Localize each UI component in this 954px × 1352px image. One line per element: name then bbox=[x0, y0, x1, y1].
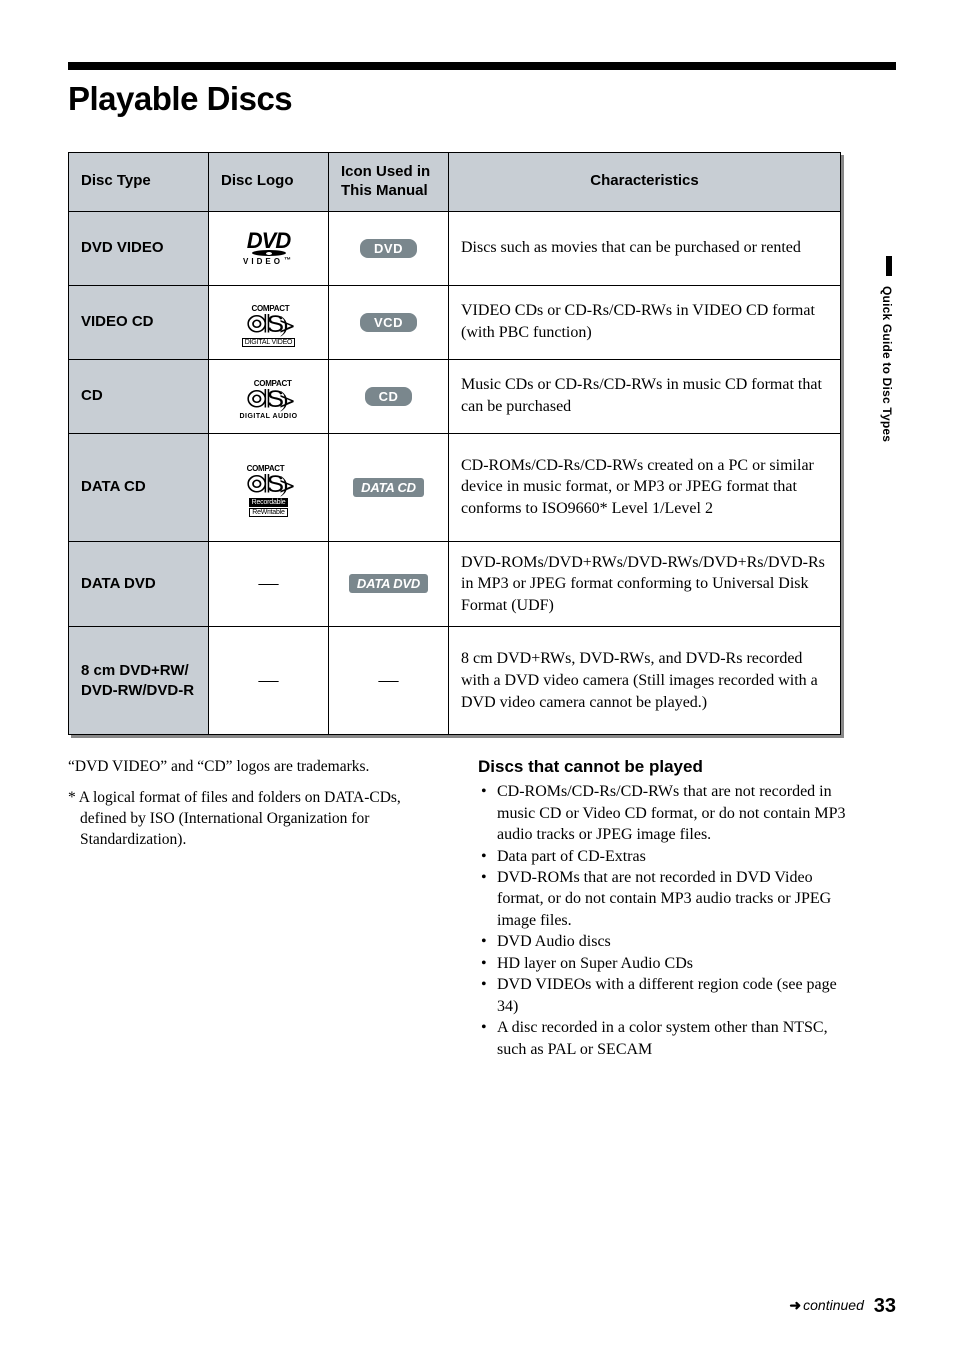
page-title: Playable Discs bbox=[68, 80, 896, 118]
manual-icon-cell: CD bbox=[329, 359, 449, 433]
table-row: DATA DVD — DATA DVD DVD-ROMs/DVD+RWs/DVD-RW… bbox=[69, 541, 841, 627]
characteristics-cell: Discs such as movies that can be purchas… bbox=[449, 211, 841, 285]
cannot-play-column: Discs that cannot be played CD-ROMs/CD-R… bbox=[478, 757, 860, 1060]
disc-badge-icon: DVD bbox=[360, 239, 417, 258]
continued-label: continued bbox=[803, 1297, 864, 1313]
side-tab: Quick Guide to Disc Types bbox=[878, 256, 896, 442]
characteristics-cell: CD-ROMs/CD-Rs/CD-RWs created on a PC or … bbox=[449, 433, 841, 541]
below-columns: “DVD VIDEO” and “CD” logos are trademark… bbox=[68, 757, 860, 1060]
top-rule bbox=[68, 62, 896, 70]
table-header-row: Disc Type Disc Logo Icon Used in This Ma… bbox=[69, 153, 841, 212]
table-body: DVD VIDEO DVDVIDEO™ DVD Discs such as movie… bbox=[69, 211, 841, 735]
cannot-play-item: Data part of CD-Extras bbox=[493, 846, 860, 867]
cannot-play-item: CD-ROMs/CD-Rs/CD-RWs that are not record… bbox=[493, 781, 860, 845]
disc-logo-cell: COMPACT⦾∥S⦔DIGITAL AUDIO bbox=[209, 359, 329, 433]
dash-icon: — bbox=[259, 572, 279, 594]
compact-disc-logo-icon: COMPACT⦾∥S⦔DIGITAL AUDIO bbox=[239, 380, 297, 420]
disc-type-cell: DATA CD bbox=[69, 433, 209, 541]
disc-badge-icon: CD bbox=[365, 387, 413, 406]
th-icon-used: Icon Used in This Manual bbox=[329, 153, 449, 212]
cannot-play-item: DVD Audio discs bbox=[493, 931, 860, 952]
page-number: 33 bbox=[874, 1295, 896, 1317]
disc-type-cell: 8 cm DVD+RW/DVD-RW/DVD-R bbox=[69, 627, 209, 735]
cannot-play-item: DVD-ROMs that are not recorded in DVD Vi… bbox=[493, 867, 860, 931]
disc-logo-cell: — bbox=[209, 627, 329, 735]
notes-column: “DVD VIDEO” and “CD” logos are trademark… bbox=[68, 757, 450, 1060]
cannot-play-item: DVD VIDEOs with a different region code … bbox=[493, 974, 860, 1017]
disc-badge-icon: DATA DVD bbox=[349, 574, 428, 593]
disc-type-cell: DVD VIDEO bbox=[69, 211, 209, 285]
compact-disc-logo-icon: COMPACT⦾∥S⦔RecordableReWritable bbox=[247, 465, 291, 517]
table-row: DVD VIDEO DVDVIDEO™ DVD Discs such as movie… bbox=[69, 211, 841, 285]
page: Playable Discs Quick Guide to Disc Types… bbox=[0, 0, 954, 1352]
dash-icon: — bbox=[379, 669, 399, 691]
table-row: CD COMPACT⦾∥S⦔DIGITAL AUDIO CD Music CDs or… bbox=[69, 359, 841, 433]
disc-logo-cell: COMPACT⦾∥S⦔DIGITAL VIDEO bbox=[209, 285, 329, 359]
disc-logo-cell: DVDVIDEO™ bbox=[209, 211, 329, 285]
trademark-note: “DVD VIDEO” and “CD” logos are trademark… bbox=[68, 757, 450, 778]
cannot-play-list: CD-ROMs/CD-Rs/CD-RWs that are not record… bbox=[478, 781, 860, 1060]
th-disc-type: Disc Type bbox=[69, 153, 209, 212]
compact-disc-logo-icon: COMPACT⦾∥S⦔DIGITAL VIDEO bbox=[242, 305, 296, 347]
side-tab-marker bbox=[886, 256, 892, 276]
disc-type-cell: CD bbox=[69, 359, 209, 433]
disc-logo-cell: COMPACT⦾∥S⦔RecordableReWritable bbox=[209, 433, 329, 541]
th-disc-logo: Disc Logo bbox=[209, 153, 329, 212]
manual-icon-cell: DATA CD bbox=[329, 433, 449, 541]
cannot-play-item: HD layer on Super Audio CDs bbox=[493, 953, 860, 974]
cannot-play-heading: Discs that cannot be played bbox=[478, 757, 860, 777]
manual-icon-cell: VCD bbox=[329, 285, 449, 359]
disc-logo-cell: — bbox=[209, 541, 329, 627]
manual-icon-cell: DATA DVD bbox=[329, 541, 449, 627]
continued-arrow-icon: ➜ bbox=[789, 1297, 801, 1313]
table-row: VIDEO CD COMPACT⦾∥S⦔DIGITAL VIDEO VCD VIDEO… bbox=[69, 285, 841, 359]
characteristics-cell: Music CDs or CD-Rs/CD-RWs in music CD fo… bbox=[449, 359, 841, 433]
characteristics-cell: DVD-ROMs/DVD+RWs/DVD-RWs/DVD+Rs/DVD-Rs i… bbox=[449, 541, 841, 627]
characteristics-cell: VIDEO CDs or CD-Rs/CD-RWs in VIDEO CD fo… bbox=[449, 285, 841, 359]
playable-discs-table: Disc Type Disc Logo Icon Used in This Ma… bbox=[68, 152, 841, 735]
iso-footnote: * A logical format of files and folders … bbox=[68, 788, 450, 851]
disc-type-cell: VIDEO CD bbox=[69, 285, 209, 359]
manual-icon-cell: DVD bbox=[329, 211, 449, 285]
dash-icon: — bbox=[259, 669, 279, 691]
table-row: 8 cm DVD+RW/DVD-RW/DVD-R — — 8 cm DVD+RWs, … bbox=[69, 627, 841, 735]
disc-type-cell: DATA DVD bbox=[69, 541, 209, 627]
disc-badge-icon: DATA CD bbox=[353, 478, 424, 497]
disc-badge-icon: VCD bbox=[360, 313, 417, 332]
dvd-video-logo-icon: DVDVIDEO™ bbox=[243, 231, 294, 266]
table-row: DATA CD COMPACT⦾∥S⦔RecordableReWritable DA… bbox=[69, 433, 841, 541]
page-footer: ➜continued 33 bbox=[789, 1295, 896, 1318]
cannot-play-item: A disc recorded in a color system other … bbox=[493, 1017, 860, 1060]
manual-icon-cell: — bbox=[329, 627, 449, 735]
th-characteristics: Characteristics bbox=[449, 153, 841, 212]
characteristics-cell: 8 cm DVD+RWs, DVD-RWs, and DVD-Rs record… bbox=[449, 627, 841, 735]
side-tab-label: Quick Guide to Disc Types bbox=[880, 286, 894, 442]
